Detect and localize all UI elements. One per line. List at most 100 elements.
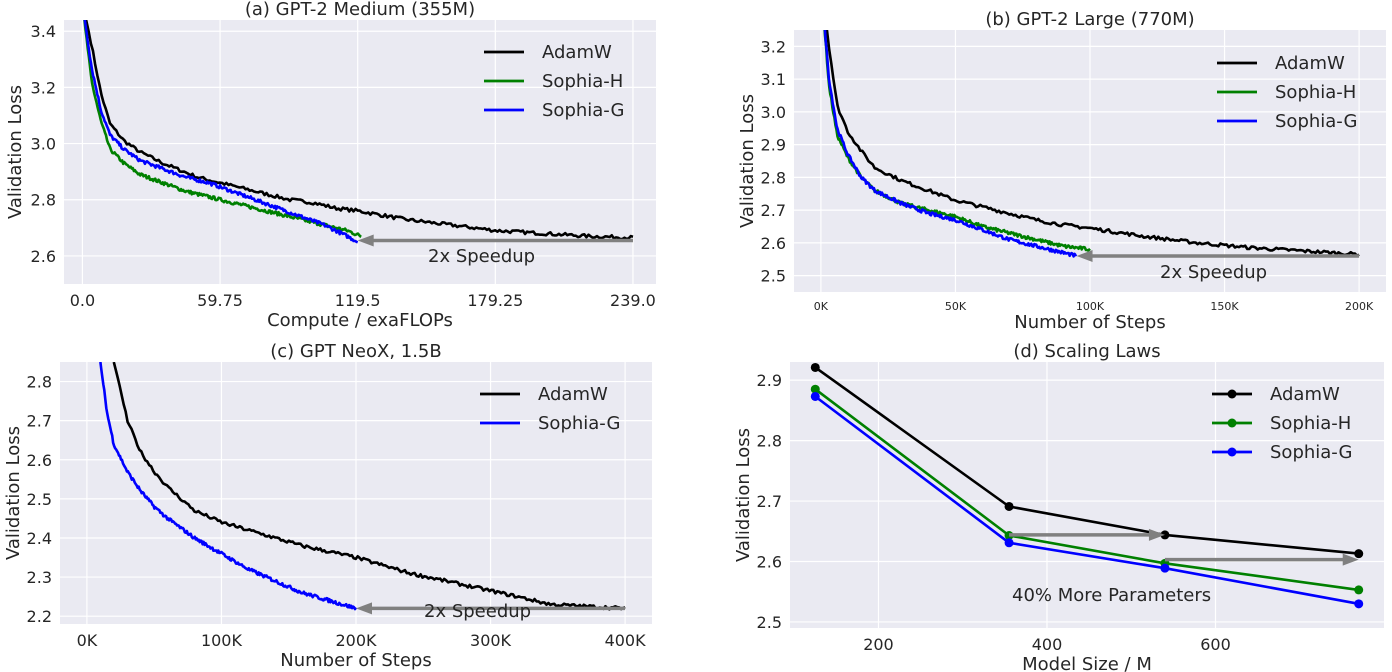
legend-label: AdamW (1275, 53, 1345, 74)
annotation-text: 40% More Parameters (1012, 585, 1211, 606)
series-line-adamw (814, 366, 1359, 555)
x-tick-label: 400K (605, 631, 647, 650)
x-tick-label: 200 (863, 635, 894, 654)
legend-label: AdamW (542, 42, 612, 63)
data-point-sophia-g (1004, 538, 1014, 548)
annotation-text: 2x Speedup (1160, 262, 1267, 283)
y-tick-label: 2.6 (27, 451, 52, 470)
series-group (814, 366, 1359, 606)
x-tick-label: 0K (814, 300, 829, 313)
legend-label: Sophia-H (1275, 82, 1356, 103)
series-group (823, 30, 1360, 258)
legend-label: Sophia-G (1270, 442, 1352, 463)
x-tick-label: 100K (201, 631, 243, 650)
x-axis-label: Number of Steps (280, 650, 431, 671)
y-tick-label: 2.9 (757, 371, 782, 390)
series-line-adamw (84, 20, 634, 241)
x-tick-label: 239.0 (610, 291, 656, 310)
x-tick-label: 0.0 (70, 291, 95, 310)
x-tick-label: 50K (945, 300, 967, 313)
y-axis-label: Validation Loss (5, 85, 26, 219)
legend-label: Sophia-H (542, 71, 623, 92)
y-tick-label: 2.8 (31, 191, 56, 210)
y-tick-label: 3.0 (761, 103, 786, 122)
annotation-arrow-head (1342, 553, 1359, 566)
x-tick-label: 400 (1032, 635, 1063, 654)
series-line-adamw (825, 30, 1360, 258)
panel-a: 0.0 59.75 119.5 179.25 239.0 2.6 2.8 3.0 3.2 3.4 (… (5, 0, 656, 331)
series-group (99, 362, 626, 611)
x-tick-label: 600 (1200, 635, 1231, 654)
x-tick-label: 59.75 (197, 291, 243, 310)
legend-label: Sophia-H (1270, 413, 1351, 434)
series-line-sophia-g (823, 30, 1078, 258)
series-line-sophia-h (814, 388, 1359, 592)
y-axis-label: Validation Loss (733, 428, 754, 562)
y-tick-label: 2.7 (757, 492, 782, 511)
y-axis-label: Validation Loss (737, 94, 758, 228)
annotation-text: 2x Speedup (428, 246, 535, 267)
legend-label: Sophia-G (542, 100, 624, 121)
legend: AdamW Sophia-G (480, 384, 620, 434)
y-tick-label: 3.4 (31, 22, 56, 41)
x-tick-label: 119.5 (335, 291, 381, 310)
y-tick-label: 3.0 (31, 135, 56, 154)
legend: AdamW Sophia-H Sophia-G (484, 42, 624, 121)
x-axis-label: Model Size / M (1022, 654, 1152, 672)
y-tick-label: 2.9 (761, 136, 786, 155)
panel-b: 0K 50K 100K 150K 200K 2.5 2.6 2.7 2.8 2.9 3.0 3.1 3.… (737, 9, 1386, 333)
y-tick-label: 2.5 (761, 267, 786, 286)
x-tick-label: 300K (470, 631, 512, 650)
legend-marker (1227, 389, 1237, 399)
y-tick-label: 2.4 (27, 529, 52, 548)
chart-title: (c) GPT NeoX, 1.5B (270, 341, 441, 362)
series-group (83, 20, 634, 244)
plot-area (790, 362, 1384, 628)
y-tick-label: 2.8 (761, 168, 786, 187)
y-tick-label: 2.5 (757, 613, 782, 632)
y-tick-label: 3.2 (761, 37, 786, 56)
y-tick-label: 2.6 (31, 247, 56, 266)
legend-label: AdamW (1270, 384, 1340, 405)
data-point-sophia-g (810, 391, 820, 401)
legend-label: Sophia-G (1275, 111, 1357, 132)
y-tick-label: 2.8 (757, 432, 782, 451)
y-tick-label: 2.3 (27, 568, 52, 587)
legend-label: AdamW (538, 384, 608, 405)
annotation-arrow-head (357, 234, 374, 247)
x-tick-label: 179.25 (467, 291, 523, 310)
y-tick-label: 2.8 (27, 373, 52, 392)
x-tick-label: 200K (1345, 300, 1374, 313)
annotation-text: 2x Speedup (424, 601, 531, 622)
data-point-sophia-g (1160, 563, 1170, 573)
y-tick-label: 2.2 (27, 607, 52, 626)
y-tick-label: 3.1 (761, 70, 786, 89)
y-tick-label: 2.6 (757, 553, 782, 572)
data-point-sophia-h (1354, 585, 1364, 595)
x-axis-label: Compute / exaFLOPs (267, 310, 453, 331)
legend: AdamW Sophia-H Sophia-G (1212, 384, 1352, 463)
data-point-sophia-h (810, 384, 820, 394)
chart-title: (d) Scaling Laws (1013, 341, 1160, 362)
x-tick-label: 150K (1210, 300, 1239, 313)
panel-d: 200 400 600 2.5 2.6 2.7 2.8 2.9 (d) Scaling Laws… (733, 341, 1384, 672)
legend-marker (1227, 418, 1237, 428)
series-line-sophia-g (99, 362, 358, 611)
y-tick-label: 2.5 (27, 490, 52, 509)
chart-title: (b) GPT-2 Large (770M) (985, 9, 1194, 30)
y-tick-label: 2.7 (761, 201, 786, 220)
annotation-arrow-head (1148, 528, 1165, 541)
y-tick-label: 2.6 (761, 234, 786, 253)
x-tick-label: 0K (77, 631, 98, 650)
series-line-sophia-g (814, 395, 1359, 606)
legend: AdamW Sophia-H Sophia-G (1217, 53, 1357, 132)
y-axis-label: Validation Loss (3, 426, 24, 560)
data-point-adamw (1354, 549, 1364, 559)
legend-marker (1227, 447, 1237, 457)
x-axis-label: Number of Steps (1014, 312, 1165, 333)
x-tick-label: 100K (1076, 300, 1105, 313)
annotation-arrow-head (356, 602, 372, 615)
data-point-adamw (1004, 501, 1014, 511)
annotation-arrow-head (1076, 249, 1093, 262)
